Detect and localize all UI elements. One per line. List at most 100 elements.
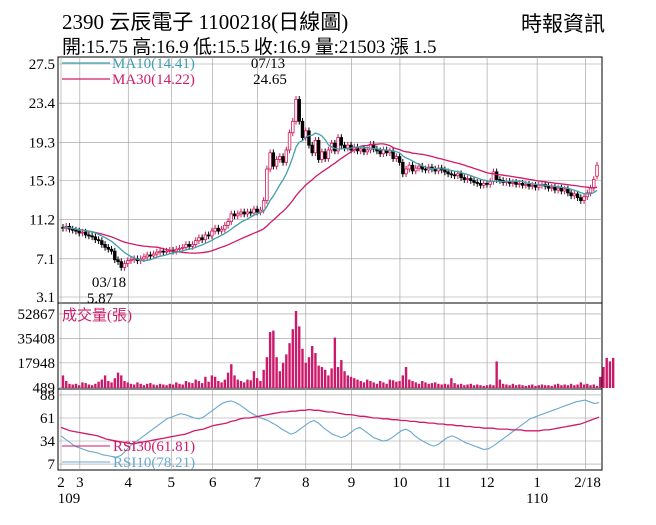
candle-body: [316, 139, 321, 160]
candle-body: [213, 227, 217, 232]
axis-labels: 27.523.419.315.311.27.13.152867354081794…: [18, 57, 601, 507]
volume-bar: [142, 385, 146, 388]
candle-body: [242, 211, 246, 215]
volume-bar: [550, 385, 553, 388]
rsi-frame: [57, 388, 603, 471]
candle-body: [155, 251, 159, 255]
volume-bar: [433, 382, 437, 388]
volume-frame: [57, 302, 603, 390]
price-tick-label: 23.4: [29, 96, 56, 112]
volume-bar: [340, 360, 343, 388]
rsi30-legend: RSI30(61.81): [113, 439, 195, 455]
volume-bar: [165, 385, 168, 388]
volume-bar: [453, 383, 456, 388]
candle-body: [261, 200, 266, 211]
date-tick-label: 11: [437, 475, 451, 491]
volume-bar: [547, 385, 550, 388]
candle-body: [278, 156, 282, 160]
rsi-tick-label: 88: [40, 388, 55, 404]
candle-body: [520, 182, 525, 186]
volume-bar: [262, 369, 265, 388]
volume-bar: [573, 385, 576, 388]
ma10-legend: MA10(14.41): [112, 56, 195, 72]
candle-body: [423, 168, 428, 171]
candle-body: [404, 168, 408, 175]
date-tick-label: 6: [209, 475, 217, 491]
candle-body: [187, 244, 191, 247]
volume-bar: [527, 385, 531, 388]
candle-body: [271, 152, 276, 167]
candle-body: [245, 211, 250, 215]
candle-body: [469, 178, 473, 181]
candle-body: [291, 120, 295, 134]
candle-body: [164, 250, 169, 253]
candle-body: [595, 164, 599, 177]
volume-bar: [71, 384, 74, 388]
date-tick-label: 2: [57, 475, 65, 491]
candle-body: [562, 188, 567, 192]
candle-body: [582, 196, 586, 201]
volume-bar: [450, 378, 453, 388]
volume-bar: [427, 383, 430, 388]
volume-bar: [401, 375, 405, 388]
volume-bar: [275, 357, 278, 388]
candle-body: [219, 228, 224, 232]
candle-body: [145, 254, 149, 258]
candle-body: [449, 173, 454, 176]
date-tick-label: 5: [168, 475, 176, 491]
candle-body: [265, 168, 269, 201]
candle-body: [498, 179, 502, 181]
volume-bar: [152, 384, 155, 388]
date-tick-label: 12: [480, 475, 495, 491]
date-tick-label: 2/18: [574, 475, 601, 491]
candle-body: [588, 187, 593, 194]
volume-bar: [489, 384, 492, 388]
volume-bar: [582, 384, 586, 388]
volume-bar: [356, 379, 359, 388]
candle-body: [365, 149, 369, 153]
candle-body: [226, 221, 230, 226]
volume-bar: [220, 382, 223, 388]
candle-body: [249, 211, 253, 214]
volume-bar: [226, 372, 230, 388]
volume-bar: [171, 384, 175, 388]
volume-bar: [272, 330, 275, 388]
volume-bar: [259, 381, 262, 388]
candle-body: [579, 197, 583, 201]
candle-body: [410, 164, 415, 172]
candle-body: [93, 236, 98, 241]
volume-bar: [330, 368, 333, 388]
volume-bar: [94, 383, 97, 388]
volume-bar: [81, 382, 84, 388]
volume-bar: [553, 384, 557, 388]
volume-bar: [285, 354, 288, 388]
volume-bar: [311, 346, 314, 388]
volume-tick-label: 489: [33, 380, 56, 396]
volume-bar: [155, 385, 159, 388]
volume-bar: [158, 383, 162, 388]
volume-bar: [123, 381, 126, 388]
volume-bar: [391, 380, 395, 388]
candle-body: [109, 248, 114, 252]
candle-body: [553, 186, 557, 191]
volume-bar: [200, 383, 204, 388]
volume-bar: [323, 369, 327, 388]
candle-body: [533, 184, 538, 188]
date-tick-label: 9: [348, 475, 356, 491]
candle-body: [184, 244, 188, 248]
candle-body: [71, 228, 75, 231]
date-tick-label: 1: [533, 475, 541, 491]
date-tick-label: 10: [392, 475, 407, 491]
volume-bar: [492, 385, 495, 388]
candle-body: [313, 139, 318, 154]
candle-body: [148, 254, 153, 257]
candle-body: [592, 179, 596, 189]
volume-bar: [204, 376, 207, 388]
volume-bar: [194, 379, 197, 388]
volume-bar: [524, 385, 527, 388]
price-tick-label: 15.3: [29, 174, 55, 190]
candle-body: [478, 182, 483, 186]
candle-body: [83, 231, 88, 236]
price-tick-label: 19.3: [29, 135, 55, 151]
